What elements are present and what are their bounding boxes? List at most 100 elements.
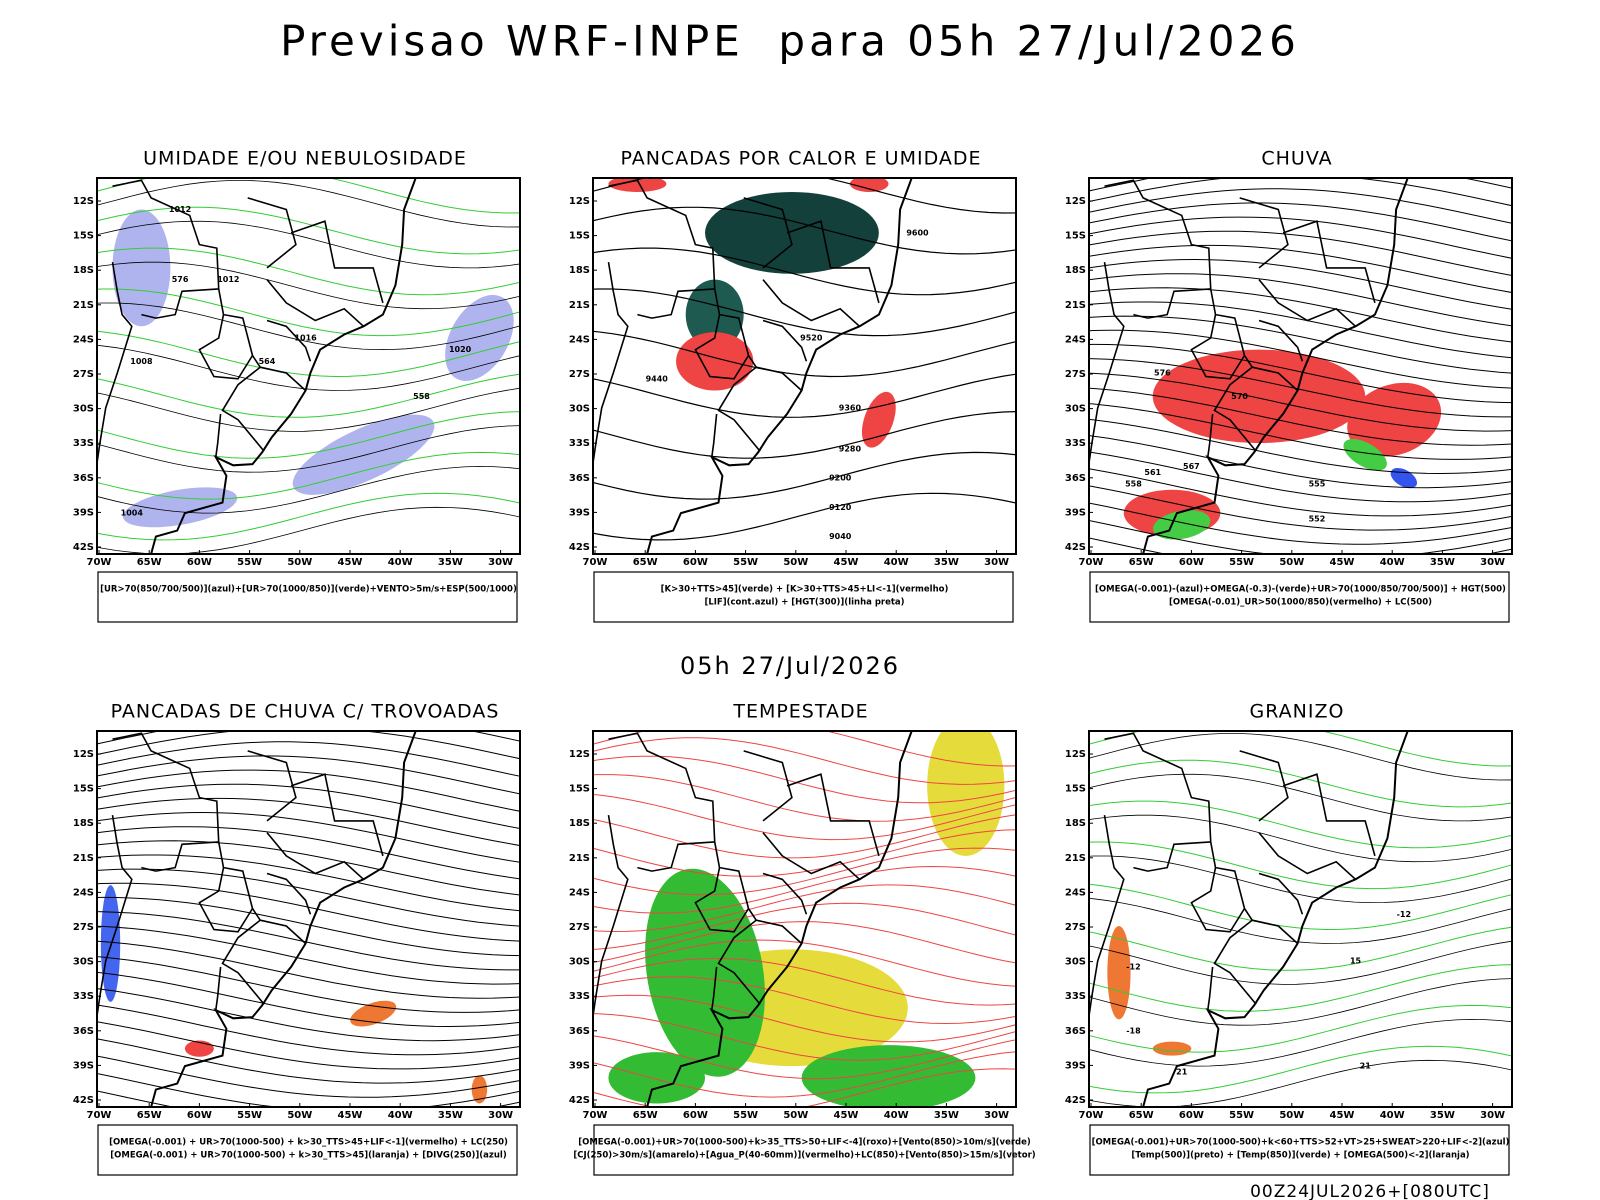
border (1258, 319, 1304, 362)
lon-label: 45W (338, 1110, 363, 1121)
isoline (593, 994, 1016, 1043)
contour-label: 9040 (829, 532, 852, 541)
isoline (593, 902, 1016, 950)
border (711, 966, 718, 1011)
isoline (1089, 468, 1512, 517)
lon-label: 50W (287, 1110, 312, 1121)
isoline (97, 956, 520, 1013)
lat-label: 18S (1065, 818, 1086, 829)
legend-text: [OMEGA(-0.001)+UR>70(1000-500)+k>35_TTS>… (578, 1138, 1031, 1148)
lat-label: 27S (73, 369, 94, 380)
border (694, 314, 750, 380)
isoline (1089, 978, 1512, 1026)
shaded-area (292, 414, 435, 495)
lon-label: 30W (984, 557, 1009, 568)
lon-label: 55W (237, 557, 262, 568)
shaded-area (445, 295, 514, 381)
lat-label: 33S (73, 991, 94, 1002)
lat-label: 21S (569, 300, 590, 311)
legend-text: [OMEGA(-0.001)-(azul)+OMEGA(-0.3)-(verde… (1095, 585, 1506, 595)
lon-label: 45W (1330, 557, 1355, 568)
isoline (1089, 258, 1512, 310)
isoline (593, 288, 1016, 337)
isoline (97, 261, 520, 310)
lat-label: 39S (73, 507, 94, 518)
lon-label: 55W (733, 557, 758, 568)
isoline (97, 302, 520, 351)
border (141, 841, 219, 872)
isoline (593, 865, 1016, 914)
lat-label: 21S (73, 853, 94, 864)
isoline (97, 1072, 520, 1107)
map-panel: GRANIZO -12 -12 15 -18 21 21 12S 15S 18S 21S 24S 27S… (1065, 701, 1513, 1176)
panel-title: TEMPESTADE (732, 701, 868, 723)
isoline (97, 1090, 520, 1107)
isoline (97, 506, 520, 554)
isoline (97, 1055, 520, 1098)
isoline (593, 957, 1016, 1006)
map-frame (96, 177, 521, 555)
lat-label: 39S (569, 1060, 590, 1071)
lat-label: 30S (569, 957, 590, 968)
lon-label: 70W (87, 557, 112, 568)
lon-label: 35W (1430, 1110, 1455, 1121)
lon-label: 60W (1179, 1110, 1204, 1121)
lon-label: 30W (984, 1110, 1009, 1121)
panel-title: GRANIZO (1250, 701, 1345, 723)
lon-label: 40W (388, 557, 413, 568)
border (593, 261, 629, 469)
lon-label: 30W (1480, 1110, 1505, 1121)
lat-label: 24S (1065, 887, 1086, 898)
border (215, 413, 222, 458)
lon-label: 30W (1480, 557, 1505, 568)
legend-box (593, 1124, 1014, 1176)
lat-label: 12S (569, 196, 590, 207)
shaded-area (608, 1052, 706, 1104)
lon-label: 60W (1179, 557, 1204, 568)
border (266, 872, 312, 915)
lon-label: 40W (1380, 1110, 1405, 1121)
lat-label: 21S (1065, 300, 1086, 311)
contour-label: 15 (1350, 957, 1362, 966)
contour-label: -12 (1126, 962, 1140, 971)
shaded-area (471, 1075, 488, 1104)
lon-label: 35W (934, 1110, 959, 1121)
lon-label: 35W (438, 1110, 463, 1121)
border (762, 832, 861, 880)
lat-label: 24S (569, 887, 590, 898)
lat-label: 36S (1065, 1026, 1086, 1037)
isoline (97, 1038, 520, 1084)
border (756, 919, 803, 945)
lon-label: 70W (1079, 1110, 1104, 1121)
lat-label: 39S (1065, 1060, 1086, 1071)
border (1258, 872, 1304, 915)
border (1190, 867, 1246, 933)
lat-label: 42S (569, 542, 590, 553)
isoline (97, 882, 520, 942)
lon-label: 60W (683, 1110, 708, 1121)
contour-label: 21 (1360, 1062, 1372, 1071)
map-frame (1088, 177, 1513, 555)
lon-label: 60W (187, 557, 212, 568)
lon-label: 40W (1380, 557, 1405, 568)
lat-label: 15S (73, 231, 94, 242)
lon-label: 50W (287, 557, 312, 568)
isoline (593, 206, 1016, 255)
lat-label: 15S (569, 231, 590, 242)
footer: 00Z24JUL2026+[080UTC] (1250, 1182, 1490, 1200)
border (1133, 841, 1211, 872)
border (762, 319, 808, 362)
coastline (150, 731, 417, 1107)
map-content: 9600 9520 9440 9360 9280 9200 9120 9040 (593, 178, 1016, 554)
lat-label: 36S (1065, 473, 1086, 484)
isoline (1089, 537, 1512, 554)
lat-label: 36S (569, 473, 590, 484)
map-content: 1012 1012 1016 1020 1008 1004 576 564 558 (97, 178, 520, 554)
isoline (97, 811, 520, 863)
lon-label: 65W (633, 1110, 658, 1121)
contour-label: 9600 (906, 228, 929, 237)
lat-label: 42S (1065, 542, 1086, 553)
isoline (593, 921, 1016, 964)
isoline (97, 854, 520, 912)
